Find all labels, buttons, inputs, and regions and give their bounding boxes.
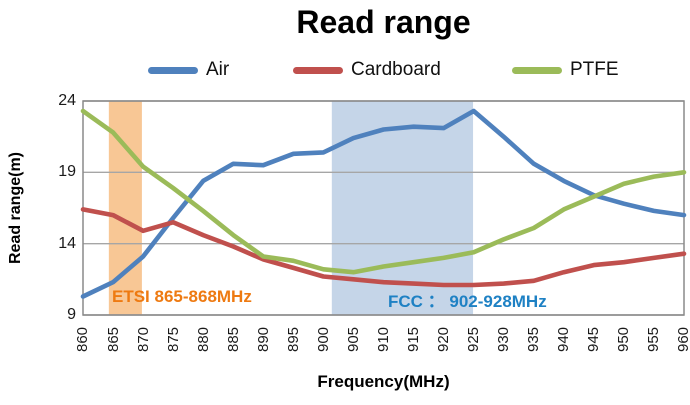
legend-label-cardboard: Cardboard <box>351 59 441 80</box>
band-label-fcc: FCC ： 902-928MHz <box>388 292 547 311</box>
x-tick-text: 950 <box>615 326 633 352</box>
x-tick-text: 925 <box>465 326 483 352</box>
x-tick-text: 960 <box>675 326 690 352</box>
x-tick-text: 880 <box>194 326 212 352</box>
x-tick-text: 895 <box>284 326 302 352</box>
x-tick-text: 870 <box>134 326 152 352</box>
x-tick-text: 910 <box>375 326 392 352</box>
chart-title: Read range <box>296 4 471 40</box>
x-tick-text: 885 <box>224 326 242 352</box>
x-tick-text: 900 <box>314 326 332 352</box>
x-tick-text: 875 <box>164 326 182 352</box>
x-tick-text: 930 <box>495 326 513 352</box>
x-tick-text: 860 <box>74 326 92 352</box>
y-tick-label-19: 19 <box>58 163 76 181</box>
legend-label-air: Air <box>206 59 230 80</box>
x-tick-label-960: 960 <box>662 318 690 360</box>
x-tick-text: 915 <box>405 326 423 352</box>
x-tick-text: 935 <box>525 326 543 352</box>
series-line-ptfe <box>80 108 687 275</box>
x-tick-text: 905 <box>344 326 362 352</box>
x-tick-text: 955 <box>645 326 663 352</box>
legend-item-cardboard: Cardboard <box>293 57 441 83</box>
y-tick-label-24: 24 <box>58 92 76 109</box>
legend-item-ptfe: PTFE <box>512 57 619 83</box>
x-axis-title: Frequency(MHz) <box>317 372 450 391</box>
series-line-air <box>80 108 687 299</box>
legend-swatch-cardboard <box>293 66 343 74</box>
x-tick-text: 945 <box>585 326 603 352</box>
legend-label-ptfe: PTFE <box>570 59 619 80</box>
x-tick-text: 920 <box>435 326 453 352</box>
series-line-cardboard <box>80 207 687 288</box>
legend-swatch-ptfe <box>512 66 562 74</box>
band-label-etsi: ETSI 865-868MHz <box>112 287 252 306</box>
legend-item-air: Air <box>148 57 229 83</box>
x-tick-text: 940 <box>555 326 573 352</box>
x-tick-text: 865 <box>104 326 122 352</box>
y-tick-label-14: 14 <box>58 234 76 252</box>
legend-swatch-air <box>148 66 198 74</box>
chart-legend: Air Cardboard PTFE <box>0 57 690 83</box>
y-tick-label-9: 9 <box>67 306 76 323</box>
x-tick-text: 890 <box>254 326 272 352</box>
